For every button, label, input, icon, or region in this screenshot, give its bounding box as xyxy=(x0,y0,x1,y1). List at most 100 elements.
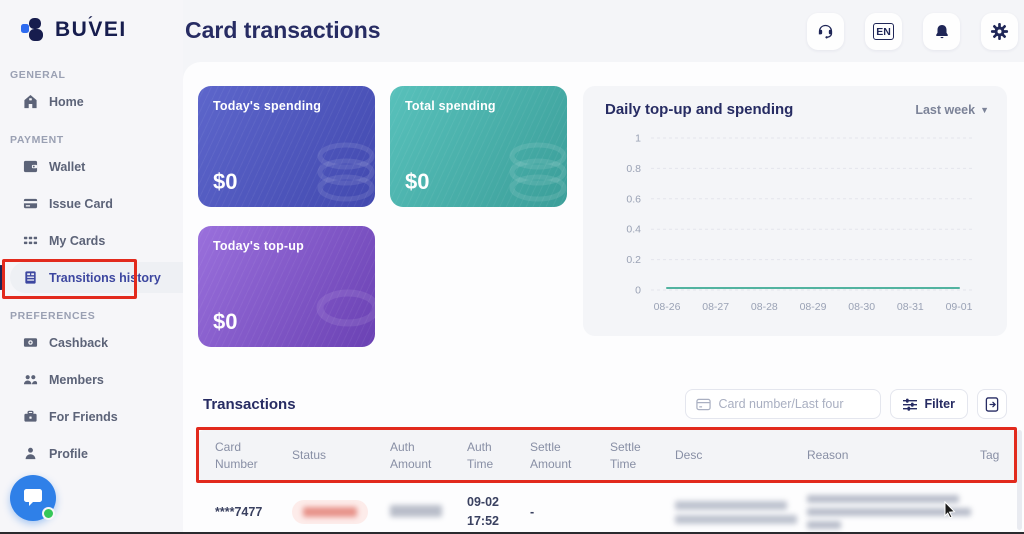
svg-text:0.6: 0.6 xyxy=(626,193,641,205)
window-bottom-edge xyxy=(0,532,1024,534)
sidebar-item-cashback[interactable]: Cashback xyxy=(0,324,183,361)
active-item-indicator xyxy=(0,265,5,290)
stat-card-total-spending: Total spending $0 xyxy=(390,86,567,207)
headset-icon xyxy=(818,24,833,39)
coin-stack-watermark xyxy=(317,142,375,202)
for-friends-icon xyxy=(24,410,37,422)
search-input[interactable] xyxy=(718,397,869,411)
stat-card-value: $0 xyxy=(213,169,238,194)
profile-icon xyxy=(25,447,36,460)
chat-widget-button[interactable] xyxy=(10,475,56,521)
brand-logo[interactable]: BUV´ EI xyxy=(0,0,183,43)
sidebar-item-label: Members xyxy=(49,372,104,387)
sidebar-item-label: Issue Card xyxy=(49,196,113,211)
chat-bubble-icon xyxy=(24,489,42,506)
card-icon xyxy=(696,398,712,410)
filter-button[interactable]: Filter xyxy=(890,389,968,419)
transactions-toolbar: Transactions Filter xyxy=(203,389,1007,419)
column-header[interactable]: Card Number xyxy=(215,440,258,471)
brand-name: BUV´ EI xyxy=(55,13,127,41)
chart-range-select[interactable]: Last week ▼ xyxy=(915,102,989,117)
sidebar-item-label: Home xyxy=(49,94,84,109)
svg-text:0.4: 0.4 xyxy=(626,224,641,236)
stat-card-value: $0 xyxy=(405,169,430,194)
sidebar-item-profile[interactable]: Profile xyxy=(0,435,183,472)
table-row[interactable]: ****7477 09-02 17:52 - xyxy=(198,481,1018,534)
bell-icon xyxy=(935,24,948,38)
cell-auth-time: 09-02 17:52 xyxy=(467,495,499,528)
coin-ring-watermark xyxy=(316,289,375,327)
sidebar-nav: GENERAL Home PAYMENT Wallet Issue Card xyxy=(0,69,203,472)
svg-text:08-29: 08-29 xyxy=(800,301,827,313)
cell-auth-amount xyxy=(390,504,467,520)
settings-button[interactable] xyxy=(981,13,1018,50)
filter-sliders-icon xyxy=(903,398,918,411)
mouse-cursor xyxy=(944,501,956,519)
section-label-preferences: PREFERENCES xyxy=(10,310,96,322)
sidebar-item-label: Profile xyxy=(49,446,88,461)
column-header[interactable]: Desc xyxy=(675,448,703,463)
svg-text:08-31: 08-31 xyxy=(897,301,924,313)
svg-text:1: 1 xyxy=(635,133,641,145)
svg-text:0: 0 xyxy=(635,285,641,297)
sidebar-item-my-cards[interactable]: My Cards xyxy=(0,222,183,259)
members-icon xyxy=(23,375,38,385)
wallet-icon xyxy=(23,160,38,173)
transactions-table: Card Number Status Auth Amount Auth Time… xyxy=(198,430,1018,534)
cell-card-number: ****7477 xyxy=(215,505,263,519)
brand-logo-icon xyxy=(21,18,43,41)
daily-chart: 0 0.2 0.4 0.6 0.8 1 08-26 08-27 08-28 08-29 08-30 0… xyxy=(626,133,975,313)
transitions-history-icon xyxy=(25,271,36,284)
sidebar-item-transitions-history[interactable]: Transitions history xyxy=(0,259,203,296)
card-search-box[interactable] xyxy=(685,389,882,419)
sidebar-item-for-friends[interactable]: For Friends xyxy=(0,398,183,435)
home-icon xyxy=(24,94,37,109)
header-actions: EN xyxy=(807,13,1018,50)
column-header[interactable]: Settle Time xyxy=(610,440,641,471)
chart-title: Daily top-up and spending xyxy=(605,101,794,118)
sidebar-item-label: Cashback xyxy=(49,335,109,350)
column-header[interactable]: Settle Amount xyxy=(530,440,572,471)
export-button[interactable] xyxy=(977,389,1007,419)
online-status-dot xyxy=(42,507,55,520)
sidebar-item-home[interactable]: Home xyxy=(0,83,183,120)
sidebar-item-members[interactable]: Members xyxy=(0,361,183,398)
column-header[interactable]: Status xyxy=(292,448,327,463)
svg-text:0.2: 0.2 xyxy=(626,254,641,266)
active-item-background xyxy=(10,262,203,293)
stat-card-value: $0 xyxy=(213,309,238,334)
svg-text:09-01: 09-01 xyxy=(946,301,973,313)
chevron-down-icon: ▼ xyxy=(980,104,989,115)
svg-text:08-28: 08-28 xyxy=(751,301,778,313)
cell-reason redacted-reason xyxy=(807,495,980,529)
redacted-auth-amount xyxy=(390,504,442,517)
column-header[interactable]: Reason xyxy=(807,448,849,463)
table-scrollbar[interactable] xyxy=(1017,430,1022,530)
sidebar-item-label: Wallet xyxy=(49,159,86,174)
stat-card-todays-spending: Today's spending $0 xyxy=(198,86,375,207)
column-header[interactable]: Auth Time xyxy=(467,440,494,471)
sidebar-item-label: My Cards xyxy=(49,233,106,248)
sidebar-item-issue-card[interactable]: Issue Card xyxy=(0,185,183,222)
svg-text:08-26: 08-26 xyxy=(654,301,681,313)
support-button[interactable] xyxy=(807,13,844,50)
column-header[interactable]: Tag xyxy=(980,448,1000,463)
stat-card-title: Today's top-up xyxy=(213,239,304,253)
cell-settle-amount: - xyxy=(530,505,535,519)
transactions-title: Transactions xyxy=(203,395,296,413)
sidebar-item-label: For Friends xyxy=(49,409,118,424)
stat-card-title: Total spending xyxy=(405,99,496,113)
svg-text:08-30: 08-30 xyxy=(848,301,875,313)
cell-status xyxy=(292,500,390,524)
page-title: Card transactions xyxy=(185,17,381,43)
sidebar: BUV´ EI GENERAL Home PAYMENT Wallet Issue… xyxy=(0,0,203,534)
notifications-button[interactable] xyxy=(923,13,960,50)
language-icon: EN xyxy=(872,23,895,40)
svg-text:08-27: 08-27 xyxy=(702,301,729,313)
svg-text:0.8: 0.8 xyxy=(626,163,641,175)
export-icon xyxy=(985,396,999,412)
sidebar-item-wallet[interactable]: Wallet xyxy=(0,148,183,185)
column-header[interactable]: Auth Amount xyxy=(390,440,432,471)
language-button[interactable]: EN xyxy=(865,13,902,50)
